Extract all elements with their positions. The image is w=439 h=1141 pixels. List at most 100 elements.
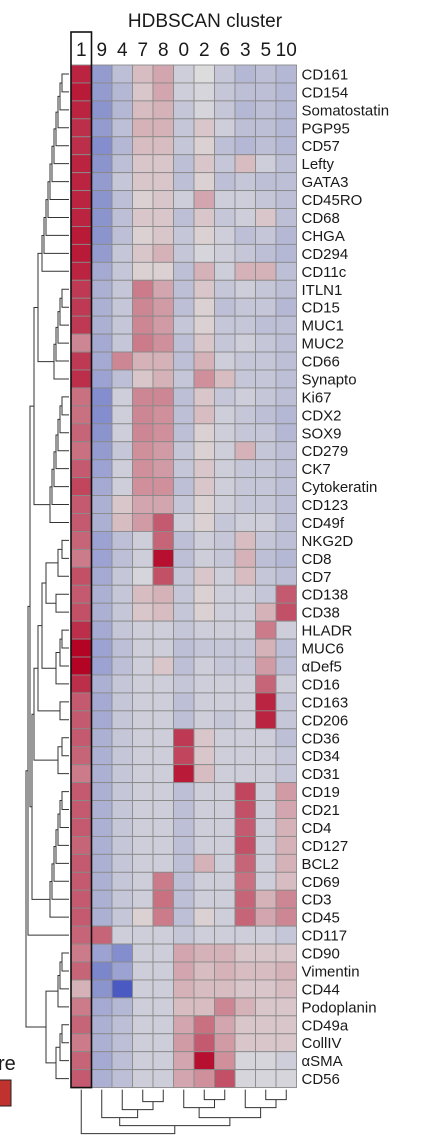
heatmap-cell — [255, 495, 277, 514]
heatmap-cell — [255, 835, 277, 855]
dendrogram-branch — [25, 770, 46, 1028]
heatmap-cell — [234, 710, 256, 730]
heatmap-cell — [255, 351, 277, 371]
heatmap-cell — [193, 979, 215, 999]
heatmap-cell — [111, 1051, 133, 1071]
dendrogram-branch — [61, 288, 69, 308]
heatmap-cell — [173, 961, 195, 981]
heatmap-cell — [214, 351, 236, 371]
heatmap-cell — [152, 208, 174, 227]
heatmap-cell — [255, 853, 277, 873]
heatmap-cell — [275, 979, 297, 999]
heatmap-cell — [152, 620, 174, 640]
heatmap-cell — [70, 656, 92, 676]
row-label: CD7 — [302, 569, 332, 586]
heatmap-cell — [132, 441, 154, 461]
heatmap-cell — [214, 692, 236, 712]
heatmap-cell — [132, 997, 154, 1017]
heatmap-cell — [152, 782, 174, 801]
heatmap-cell — [152, 853, 174, 873]
heatmap-cell — [193, 997, 215, 1017]
heatmap-cell — [193, 190, 215, 209]
dendrogram-branch — [203, 1089, 226, 1101]
heatmap-cell — [214, 979, 236, 999]
heatmap-cell — [70, 369, 92, 389]
heatmap-cell — [214, 243, 236, 263]
heatmap-cell — [173, 261, 195, 281]
heatmap-cell — [132, 315, 154, 335]
column-label: 0 — [178, 40, 189, 61]
heatmap-cell — [214, 800, 236, 819]
heatmap-cell — [255, 584, 277, 604]
dendrogram-branch — [61, 1024, 69, 1044]
heatmap-cell — [214, 782, 236, 801]
heatmap-cell — [132, 602, 154, 622]
heatmap-cell — [70, 118, 92, 138]
dendrogram-branch — [41, 582, 56, 669]
heatmap-cell — [234, 620, 256, 640]
heatmap-cell — [152, 495, 174, 514]
heatmap-cell — [132, 100, 154, 120]
heatmap-cell — [111, 764, 133, 784]
heatmap-cell — [132, 459, 154, 479]
row-label: CD36 — [302, 730, 340, 747]
heatmap-cell — [275, 477, 297, 497]
heatmap-cell — [275, 226, 297, 245]
heatmap-cell — [70, 423, 92, 443]
heatmap-cell — [234, 100, 256, 120]
row-label: αSMA — [302, 1053, 343, 1070]
heatmap-cell — [214, 441, 236, 461]
dendrogram-branch — [59, 405, 69, 434]
heatmap-cell — [152, 154, 174, 174]
heatmap-cell — [234, 1015, 256, 1035]
heatmap-cell — [255, 638, 277, 658]
heatmap-cell — [111, 459, 133, 479]
dendrogram-branch — [55, 652, 69, 685]
row-label: MUC6 — [302, 641, 345, 658]
heatmap-cell — [111, 656, 133, 676]
row-label: CD279 — [302, 443, 349, 460]
heatmap-cell — [275, 746, 297, 766]
heatmap-cell — [70, 674, 92, 694]
heatmap-cell — [255, 405, 277, 425]
row-label: CD90 — [302, 946, 340, 963]
heatmap-cell — [234, 226, 256, 245]
heatmap-cell — [255, 979, 277, 999]
row-label: CD16 — [302, 676, 340, 693]
heatmap-cell — [193, 172, 215, 192]
heatmap-cell — [152, 423, 174, 443]
heatmap-cell — [132, 782, 154, 801]
legend-title-fragment: re — [0, 1053, 16, 1075]
heatmap-cell — [132, 1051, 154, 1071]
heatmap-cell — [214, 459, 236, 479]
heatmap-cell — [275, 136, 297, 156]
heatmap-cell — [275, 315, 297, 335]
heatmap-cell — [173, 243, 195, 263]
heatmap-cell — [173, 423, 195, 443]
heatmap-cell — [234, 656, 256, 676]
column-label: 3 — [240, 40, 251, 61]
heatmap-cell — [193, 548, 215, 568]
heatmap-cell — [173, 584, 195, 604]
heatmap-cell — [152, 1015, 174, 1035]
heatmap-cell — [70, 441, 92, 461]
heatmap-cell — [275, 1051, 297, 1071]
heatmap-cell — [255, 782, 277, 801]
heatmap-cell — [111, 172, 133, 192]
heatmap-cell — [70, 172, 92, 192]
heatmap-cell — [152, 943, 174, 963]
row-label: MUC1 — [302, 318, 345, 335]
row-label: CD38 — [302, 605, 340, 622]
heatmap-cell — [173, 1015, 195, 1035]
heatmap-cell — [152, 190, 174, 209]
heatmap-cell — [234, 1051, 256, 1071]
heatmap-cell — [234, 423, 256, 443]
heatmap-cell — [132, 871, 154, 891]
heatmap-cell — [111, 979, 133, 999]
heatmap-cell — [173, 620, 195, 640]
heatmap-cell — [70, 728, 92, 748]
heatmap-cell — [234, 746, 256, 766]
heatmap-cell — [255, 279, 277, 299]
heatmap-cell — [255, 602, 277, 622]
